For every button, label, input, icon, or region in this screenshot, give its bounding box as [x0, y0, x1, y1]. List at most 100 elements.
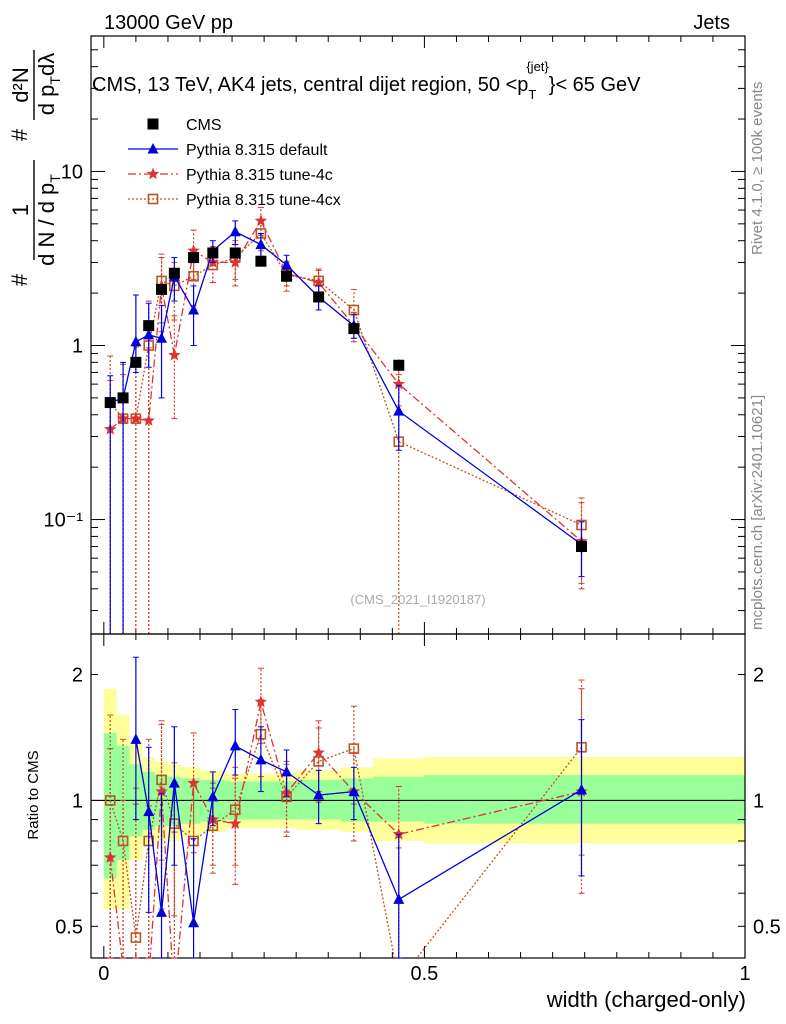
main-y-tick-label: 10	[61, 161, 83, 183]
data-point-tune4c	[155, 785, 168, 797]
series-default	[130, 656, 587, 959]
ratio-y-label: Ratio to CMS	[25, 750, 42, 839]
main-y-label: # 1 d N / d pT # d²N d pTdλ	[7, 50, 63, 286]
series-line-tune4c	[109, 219, 582, 542]
legend-label-cms: CMS	[186, 117, 222, 134]
chart-title: CMS, 13 TeV, AK4 jets, central dijet reg…	[92, 59, 641, 102]
data-point-tune4c	[104, 851, 117, 863]
data-point-default	[229, 225, 241, 237]
data-point-cms	[281, 270, 293, 282]
legend-label-tune4cx: Pythia 8.315 tune-4cx	[186, 192, 341, 209]
data-point-cms	[188, 252, 200, 264]
legend-marker-tune4cx	[147, 193, 159, 205]
data-point-default	[281, 765, 293, 777]
data-point-default	[255, 238, 267, 250]
data-point-cms	[104, 397, 116, 409]
series-cms	[104, 247, 587, 554]
data-point-cms	[117, 392, 129, 404]
data-point-cms	[313, 291, 325, 303]
legend-marker-cms	[147, 118, 159, 130]
data-point-tune4c	[392, 827, 405, 840]
data-point-default	[143, 328, 155, 340]
x-tick-label: 0	[98, 963, 109, 985]
series-line-tune4c	[109, 701, 582, 958]
ratio-frame	[90, 633, 746, 959]
side-label-bottom: mcplots.cern.ch [arXiv:2401.10621]	[749, 395, 766, 630]
data-point-default	[576, 783, 587, 795]
legend-marker-tune4c	[146, 167, 160, 180]
data-point-tune4c	[142, 414, 155, 426]
header-left: 13000 GeV pp	[104, 12, 233, 34]
data-point-cms	[576, 541, 587, 553]
series-line-tune4cx	[109, 232, 582, 526]
data-point-tune4c	[229, 817, 242, 829]
data-point-default	[168, 777, 180, 788]
data-point-cms	[255, 255, 267, 267]
data-point-default	[130, 733, 142, 744]
data-point-default	[255, 753, 267, 765]
data-point-default	[143, 805, 155, 817]
data-point-default	[130, 335, 142, 347]
data-point-cms	[207, 247, 219, 259]
data-point-tune4c	[168, 348, 181, 361]
data-point-default	[393, 405, 405, 416]
y-label-den2: d pTdλ	[34, 53, 63, 115]
data-point-default	[207, 790, 219, 802]
data-point-cms	[393, 359, 405, 371]
legend-marker-default	[147, 143, 159, 154]
data-point-tune4cx	[229, 804, 241, 816]
y-label-one: 1	[8, 204, 33, 216]
ratio-y-tick-label-right: 1	[753, 790, 764, 812]
watermark: (CMS_2021_I1920187)	[350, 592, 485, 607]
x-axis-label: width (charged-only)	[546, 987, 746, 1012]
data-point-default	[188, 916, 200, 928]
data-point-cms	[348, 323, 360, 335]
data-point-cms	[229, 247, 241, 259]
side-label-top: Rivet 4.1.0, ≥ 100k events	[749, 82, 766, 255]
y-label-num2: d²N	[8, 67, 33, 102]
data-point-tune4c	[312, 276, 325, 288]
data-point-tune4c	[187, 776, 200, 789]
legend-label-tune4c: Pythia 8.315 tune-4c	[186, 167, 333, 184]
data-point-cms	[156, 283, 168, 295]
legend: CMS Pythia 8.315 default Pythia 8.315 tune…	[128, 117, 341, 209]
band-green	[424, 775, 745, 824]
data-point-default	[156, 906, 168, 917]
series-line-default	[109, 231, 582, 545]
data-point-tune4c	[312, 746, 325, 758]
data-point-tune4cx	[188, 270, 199, 282]
x-tick-label: 1	[739, 963, 750, 985]
data-point-cms	[130, 356, 142, 368]
y-label-hash-2: #	[7, 128, 32, 141]
data-point-cms	[143, 320, 155, 332]
ratio-y-tick-label: 2	[72, 665, 83, 687]
data-point-tune4c	[392, 377, 405, 390]
data-point-default	[229, 739, 241, 751]
ratio-y-tick-label-right: 2	[753, 665, 764, 687]
main-y-tick-label: 10⁻¹	[44, 510, 84, 532]
data-point-cms	[168, 267, 180, 279]
header-right: Jets	[693, 12, 730, 34]
ratio-panel: 0 0.5 1 0.5 0.5 1 1 2 2	[55, 633, 781, 985]
y-label-den: d N / d pT	[34, 174, 63, 266]
data-point-default	[393, 893, 405, 904]
x-tick-label: 0.5	[411, 963, 439, 985]
ratio-y-tick-label: 0.5	[55, 916, 83, 938]
main-y-tick-label: 1	[72, 335, 83, 357]
data-point-tune4c	[129, 412, 143, 424]
ratio-y-tick-label-right: 0.5	[753, 916, 781, 938]
data-point-tune4c	[254, 695, 268, 708]
series-default	[104, 220, 587, 635]
data-point-tune4c	[229, 255, 242, 268]
data-point-default	[313, 789, 325, 800]
data-point-default	[156, 332, 168, 343]
data-point-default	[281, 259, 293, 270]
main-panel: 10⁻¹ 1 10 CMS Pythia 8.315 default Pythia 8.3…	[44, 35, 746, 635]
data-point-tune4c	[254, 214, 268, 227]
ratio-y-tick-label: 1	[72, 790, 83, 812]
legend-label-default: Pythia 8.315 default	[186, 142, 328, 159]
data-point-default	[348, 785, 360, 797]
y-label-hash-1: #	[7, 273, 32, 286]
data-point-default	[188, 303, 200, 315]
